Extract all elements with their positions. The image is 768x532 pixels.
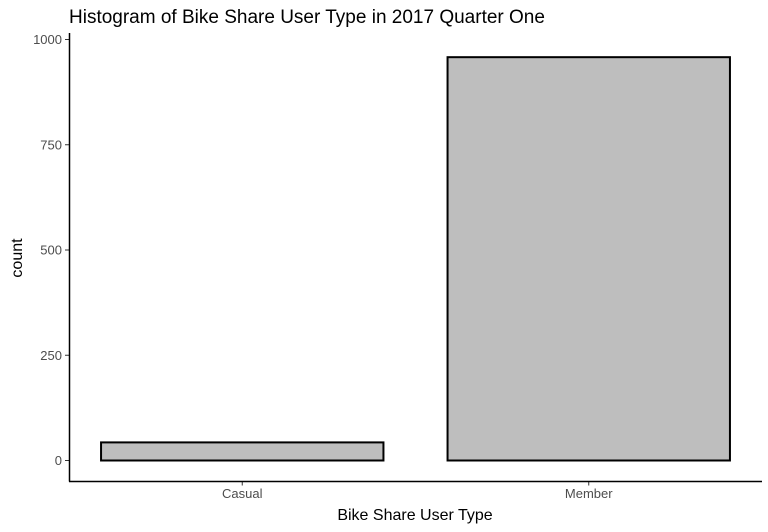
y-tick-label: 0 [55,453,62,468]
y-tick-label: 500 [40,243,62,258]
x-tick-label-casual: Casual [222,486,263,501]
bar-casual [100,441,385,462]
y-tick-label: 750 [40,137,62,152]
chart-title: Histogram of Bike Share User Type in 201… [69,7,545,28]
bars [100,56,731,462]
y-tick-label: 250 [40,348,62,363]
y-tick-label: 1000 [33,32,62,47]
x-axis-title: Bike Share User Type [337,507,492,524]
y-axis-ticks: 0 250 500 750 1000 [33,32,69,468]
x-axis-ticks: Casual Member [222,481,613,501]
y-axis-title: count [9,238,26,278]
bar-member [446,56,731,462]
x-tick-label-member: Member [565,486,613,501]
